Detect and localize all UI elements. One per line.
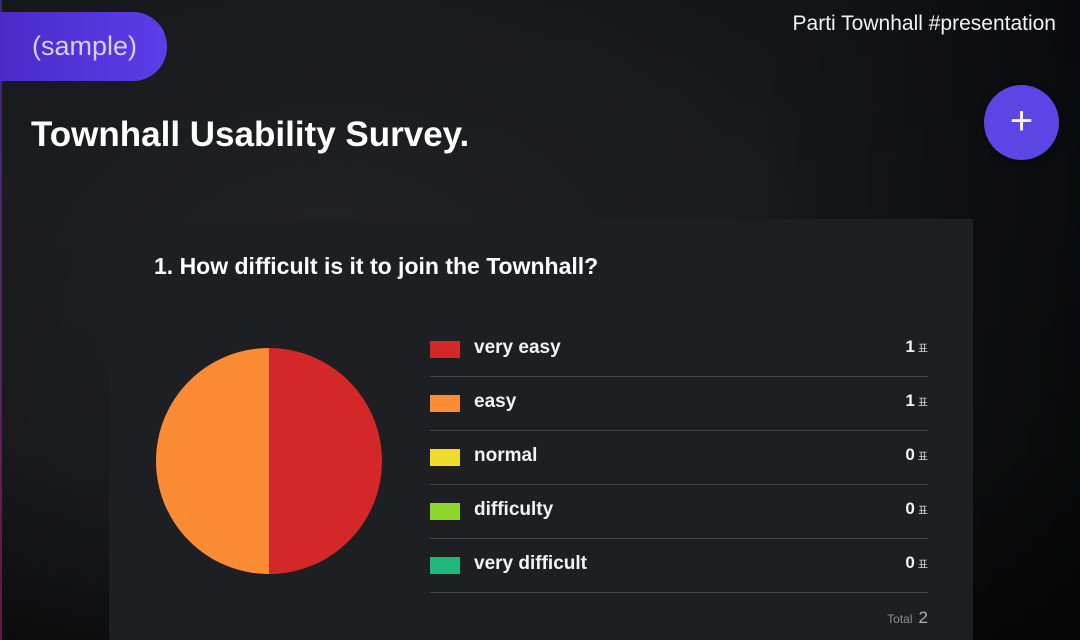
- count-unit: 표: [917, 505, 928, 517]
- count-unit: 표: [917, 343, 928, 355]
- option-label: difficulty: [474, 499, 554, 520]
- legend-swatch: [430, 395, 460, 412]
- window-edge: [0, 0, 2, 640]
- pie-chart: [156, 348, 382, 574]
- option-label: very difficult: [474, 553, 587, 574]
- option-label: easy: [474, 391, 517, 412]
- count-value: 1: [905, 337, 915, 356]
- count-unit: 표: [917, 397, 928, 409]
- total-label: Total: [887, 612, 913, 626]
- legend-swatch: [430, 341, 460, 358]
- count-value: 1: [905, 391, 915, 410]
- count-unit: 표: [917, 451, 928, 463]
- total-value: 2: [918, 608, 928, 627]
- channel-title: Parti Townhall #presentation: [792, 12, 1056, 35]
- page-title: Townhall Usability Survey.: [31, 115, 470, 154]
- pie-slice-easy: [156, 348, 269, 574]
- count-value: 0: [905, 445, 915, 464]
- total-votes: Total 2: [887, 608, 928, 628]
- count-value: 0: [905, 553, 915, 572]
- plus-icon: +: [1009, 99, 1034, 143]
- add-button[interactable]: +: [984, 85, 1059, 160]
- count-unit: 표: [917, 559, 928, 571]
- question-card: 1. How difficult is it to join the Townh…: [109, 219, 973, 640]
- pie-slice-very-easy: [269, 348, 382, 574]
- question-title: 1. How difficult is it to join the Townh…: [154, 253, 599, 279]
- count-value: 0: [905, 499, 915, 518]
- legend-swatch: [430, 449, 460, 466]
- option-label: very easy: [474, 337, 561, 358]
- option-label: normal: [474, 445, 538, 466]
- sample-badge: (sample): [0, 12, 167, 81]
- legend-swatch: [430, 503, 460, 520]
- legend-swatch: [430, 557, 460, 574]
